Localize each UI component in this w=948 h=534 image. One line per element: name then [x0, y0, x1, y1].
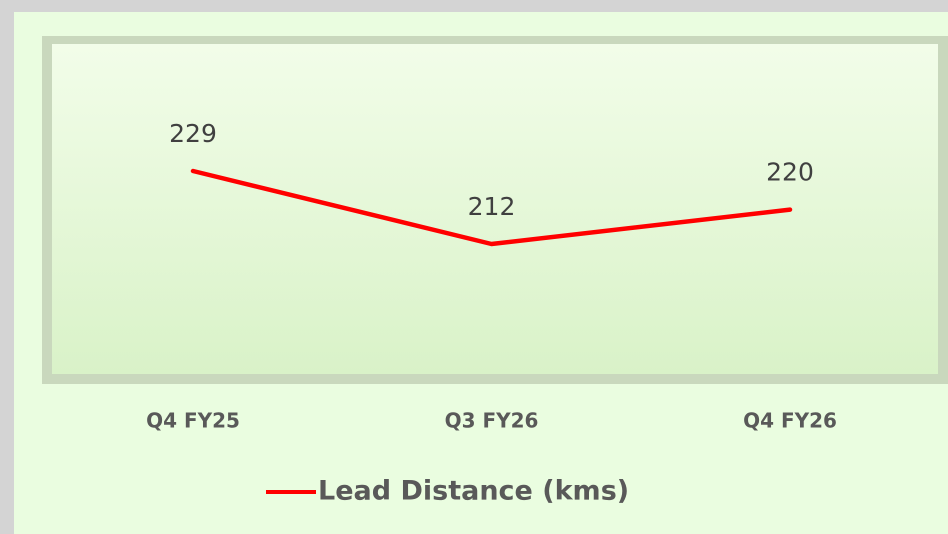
legend-label: Lead Distance (kms)	[318, 476, 629, 507]
data-line	[190, 168, 793, 247]
data-label: 220	[766, 158, 814, 187]
x-tick-label: Q4 FY25	[146, 409, 240, 433]
data-label: 212	[468, 192, 516, 221]
x-tick-label: Q4 FY26	[743, 409, 837, 433]
data-label: 229	[169, 119, 217, 148]
x-tick-label: Q3 FY26	[445, 409, 539, 433]
